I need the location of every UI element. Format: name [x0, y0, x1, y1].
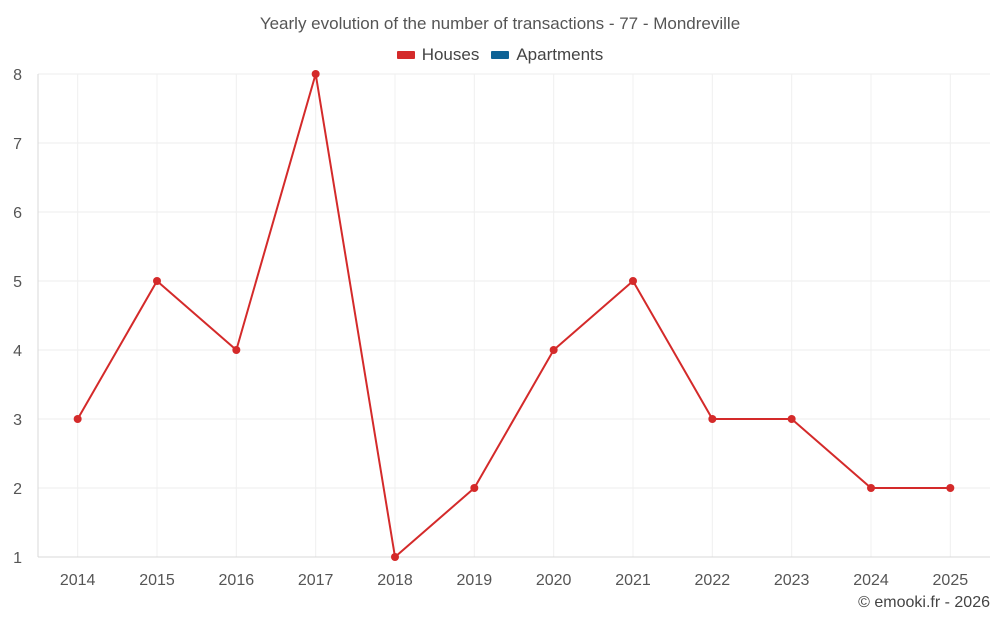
x-tick-label-2023: 2023 [774, 572, 810, 589]
data-point-houses-2023 [787, 415, 796, 423]
legend-item-houses[interactable]: Houses [396, 45, 480, 65]
series-line-houses [76, 73, 951, 558]
x-tick-label-2017: 2017 [298, 572, 334, 589]
x-tick-label-2025: 2025 [933, 572, 969, 589]
legend-swatch-houses [396, 51, 415, 59]
chart-legend: Houses Apartments [0, 45, 1000, 65]
data-point-houses-2021 [629, 277, 637, 285]
data-point-houses-2014 [73, 415, 82, 423]
legend-label-apartments: Apartments [516, 45, 604, 64]
chart-credit: © emooki.fr - 2026 [858, 594, 990, 611]
data-point-houses-2024 [867, 484, 875, 492]
data-point-houses-2019 [470, 484, 479, 492]
legend-swatch-apartments [491, 51, 510, 59]
data-point-houses-2018 [391, 553, 399, 561]
x-tick-label-2015: 2015 [139, 572, 175, 589]
y-tick-label-5: 5 [13, 274, 22, 291]
y-tick-label-3: 3 [13, 412, 22, 429]
x-tick-label-2021: 2021 [615, 572, 651, 589]
x-tick-label-2022: 2022 [695, 572, 731, 589]
x-tick-label-2019: 2019 [457, 572, 493, 589]
data-point-houses-2016 [232, 346, 241, 354]
legend-item-apartments[interactable]: Apartments [491, 45, 603, 65]
data-point-houses-2015 [153, 277, 161, 285]
y-tick-label-2: 2 [13, 481, 22, 498]
data-point-houses-2025 [946, 484, 955, 492]
x-tick-label-2014: 2014 [60, 572, 96, 589]
y-tick-label-8: 8 [13, 67, 22, 84]
legend-label-houses: Houses [421, 45, 480, 64]
x-tick-label-2024: 2024 [853, 572, 889, 589]
y-tick-label-6: 6 [13, 205, 22, 222]
data-point-houses-2017 [311, 70, 320, 78]
y-tick-label-4: 4 [13, 343, 22, 360]
x-tick-label-2020: 2020 [536, 572, 572, 589]
y-tick-label-1: 1 [13, 550, 22, 567]
data-point-houses-2022 [708, 415, 717, 423]
x-tick-label-2016: 2016 [219, 572, 255, 589]
y-tick-label-7: 7 [13, 136, 22, 153]
chart-title: Yearly evolution of the number of transa… [259, 14, 741, 33]
data-point-houses-2020 [549, 346, 558, 354]
x-tick-label-2018: 2018 [377, 572, 413, 589]
